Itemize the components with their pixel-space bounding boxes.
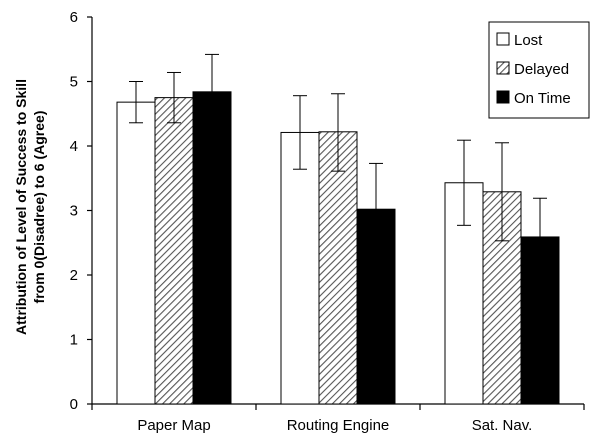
y-tick-label: 4 xyxy=(70,138,78,155)
x-category-label: Routing Engine xyxy=(287,417,390,434)
legend: Lost Delayed On Time xyxy=(488,21,590,119)
bar xyxy=(116,101,156,405)
bar xyxy=(280,131,320,405)
legend-swatch xyxy=(496,90,510,104)
x-category-label: Sat. Nav. xyxy=(472,417,533,434)
bar xyxy=(318,131,358,405)
bars xyxy=(116,91,560,405)
legend-swatch xyxy=(496,61,510,75)
y-axis-title-line2: from 0(Disadree) to 6 (Agree) xyxy=(31,111,47,304)
legend-label: Delayed xyxy=(514,61,569,78)
y-axis-title: Attribution of Level of Success to Skill… xyxy=(13,79,47,335)
y-tick-label: 6 xyxy=(70,9,78,26)
y-tick-label: 3 xyxy=(70,203,78,220)
y-tick-label: 1 xyxy=(70,332,78,349)
y-tick-label: 0 xyxy=(70,396,78,413)
bar xyxy=(192,91,232,405)
bar xyxy=(154,97,194,405)
y-tick-label: 5 xyxy=(70,74,78,91)
legend-label: On Time xyxy=(514,90,571,107)
error-bars xyxy=(129,53,547,277)
legend-swatch xyxy=(496,32,510,46)
y-axis-title-line1: Attribution of Level of Success to Skill xyxy=(13,79,29,335)
legend-label: Lost xyxy=(514,32,543,49)
y-tick-label: 2 xyxy=(70,267,78,284)
x-category-label: Paper Map xyxy=(137,417,210,434)
